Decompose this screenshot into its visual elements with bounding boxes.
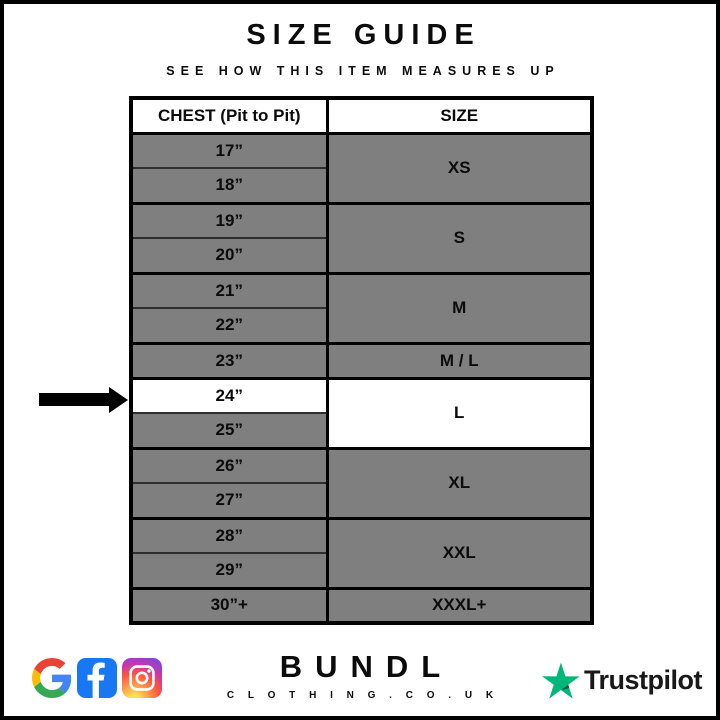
- chest-cell: 17”: [131, 131, 329, 168]
- table-header-row: CHEST (Pit to Pit) SIZE: [131, 98, 592, 135]
- size-cell-xxl: XXL: [327, 516, 592, 588]
- table-row: 26” XL: [131, 446, 592, 518]
- chest-cell: 20”: [131, 237, 329, 273]
- table-row: 17” XS: [131, 131, 592, 203]
- facebook-icon[interactable]: [77, 658, 117, 698]
- chest-cell: 18”: [131, 167, 329, 203]
- table-row: 22”: [131, 307, 592, 343]
- chest-cell: 27”: [131, 482, 329, 518]
- table-row: 19” S: [131, 201, 592, 273]
- table-row: 18”: [131, 167, 592, 203]
- trustpilot-logo[interactable]: Trustpilot: [542, 662, 703, 699]
- table-row: 28” XXL: [131, 516, 592, 588]
- table-row: 27”: [131, 482, 592, 518]
- chest-cell: 21”: [131, 271, 329, 308]
- highlighted-size-cell-l: L: [327, 376, 592, 448]
- social-icons: [32, 658, 162, 698]
- chest-cell: 22”: [131, 307, 329, 343]
- arrow-head-icon: [109, 386, 128, 413]
- size-cell-xxxl: XXXL+: [327, 586, 592, 623]
- chest-cell: 28”: [131, 516, 329, 553]
- size-cell-xl: XL: [327, 446, 592, 518]
- brand-name: BUNDL: [279, 649, 454, 684]
- chest-cell: 25”: [131, 412, 329, 448]
- brand-logo: BUNDL C L O T H I N G . C O . U K: [4, 649, 716, 701]
- highlighted-chest-cell: 24”: [131, 376, 329, 413]
- table-row: 20”: [131, 237, 592, 273]
- chest-cell: 23”: [131, 341, 329, 378]
- table-row: 23” M / L: [131, 341, 592, 378]
- brand-domain: C L O T H I N G . C O . U K: [226, 690, 499, 701]
- table-row: 21” M: [131, 271, 592, 343]
- size-chart-table: CHEST (Pit to Pit) SIZE 17” XS 18” 19” S…: [129, 96, 594, 625]
- arrow-shaft: [39, 393, 109, 406]
- chest-cell: 19”: [131, 201, 329, 238]
- chest-cell: 30”+: [131, 586, 329, 623]
- table-row: 30”+ XXXL+: [131, 586, 592, 623]
- trustpilot-label: Trustpilot: [584, 665, 703, 695]
- size-cell-s: S: [327, 201, 592, 273]
- chest-column-header: CHEST (Pit to Pit): [131, 98, 329, 135]
- size-cell-m-l: M / L: [327, 341, 592, 378]
- chest-cell: 26”: [131, 446, 329, 483]
- highlighted-row: 24” L: [131, 376, 592, 448]
- instagram-icon[interactable]: [122, 658, 162, 698]
- page-header: SIZE GUIDE SEE HOW THIS ITEM MEASURES UP: [4, 4, 716, 78]
- size-cell-m: M: [327, 271, 592, 343]
- page-title: SIZE GUIDE: [246, 19, 481, 51]
- table-row: 29”: [131, 552, 592, 588]
- table-row: 25”: [131, 412, 592, 448]
- trustpilot-star-icon: [542, 662, 580, 699]
- chest-cell: 29”: [131, 552, 329, 588]
- google-icon[interactable]: [32, 658, 72, 698]
- current-size-arrow: [39, 386, 128, 413]
- page-subtitle: SEE HOW THIS ITEM MEASURES UP: [166, 64, 560, 78]
- size-cell-xs: XS: [327, 131, 592, 203]
- size-column-header: SIZE: [327, 98, 592, 135]
